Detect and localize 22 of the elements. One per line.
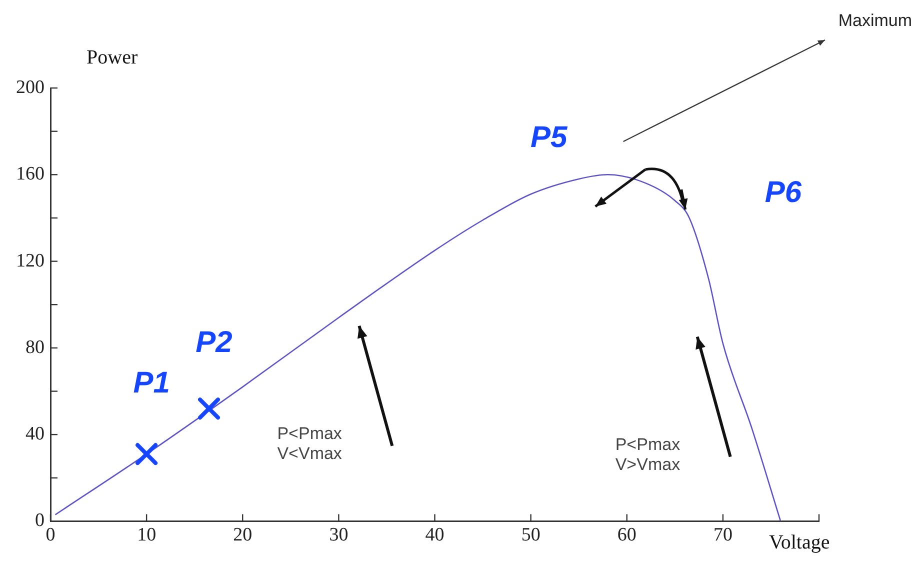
annotation: P5 — [530, 121, 568, 154]
x-tick-label: 40 — [425, 524, 444, 546]
y-tick-label: 160 — [16, 164, 44, 185]
annotation: P2 — [196, 326, 233, 359]
x-tick-label: 50 — [521, 524, 540, 546]
annotation: P<Pmax V<Vmax — [277, 424, 342, 464]
y-tick-label: 120 — [16, 250, 44, 272]
x-tick-label: 10 — [137, 524, 156, 546]
y-tick-label: 40 — [26, 424, 44, 445]
text: Maximum — [838, 11, 912, 30]
annotation: P6 — [764, 176, 802, 209]
x-axis-title: Voltage — [769, 531, 830, 554]
annotation: P1 — [133, 366, 170, 400]
x-tick-label: 30 — [329, 524, 348, 546]
annotation: P<Pmax V>Vmax — [615, 434, 681, 474]
y-tick-label: 80 — [26, 336, 44, 358]
y-tick-label: 0 — [35, 510, 44, 532]
x-tick-label: 60 — [617, 524, 636, 546]
x-tick-label: 70 — [713, 524, 732, 546]
y-tick-label: 200 — [16, 76, 44, 98]
y-axis-title: Power — [86, 46, 138, 68]
x-tick-label: 20 — [233, 524, 252, 546]
